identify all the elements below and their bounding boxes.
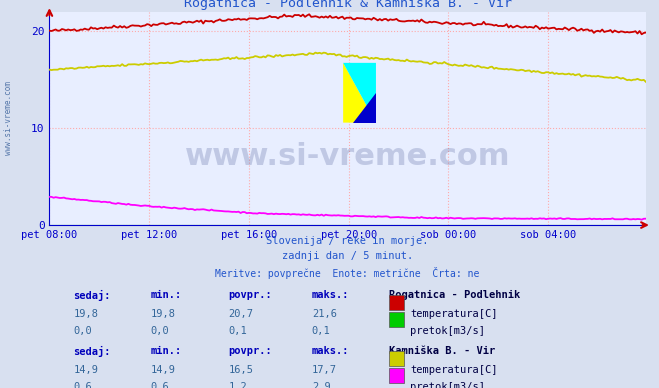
Text: min.:: min.: xyxy=(151,346,182,356)
Text: 14,9: 14,9 xyxy=(151,365,176,375)
Text: sedaj:: sedaj: xyxy=(73,290,111,301)
Text: Meritve: povprečne  Enote: metrične  Črta: ne: Meritve: povprečne Enote: metrične Črta:… xyxy=(215,267,480,279)
Text: 0,6: 0,6 xyxy=(151,382,169,388)
Text: min.:: min.: xyxy=(151,290,182,300)
Polygon shape xyxy=(343,63,376,123)
Text: 2,9: 2,9 xyxy=(312,382,331,388)
Bar xyxy=(389,351,404,366)
Text: pretok[m3/s]: pretok[m3/s] xyxy=(411,382,485,388)
Text: 14,9: 14,9 xyxy=(73,365,98,375)
Polygon shape xyxy=(343,63,376,123)
Polygon shape xyxy=(353,93,376,123)
Bar xyxy=(389,368,404,383)
Text: 0,0: 0,0 xyxy=(151,326,169,336)
Text: 21,6: 21,6 xyxy=(312,309,337,319)
Text: 0,6: 0,6 xyxy=(73,382,92,388)
Text: 16,5: 16,5 xyxy=(229,365,253,375)
Text: 20,7: 20,7 xyxy=(229,309,253,319)
Text: 0,1: 0,1 xyxy=(229,326,247,336)
Text: zadnji dan / 5 minut.: zadnji dan / 5 minut. xyxy=(282,251,413,262)
Text: temperatura[C]: temperatura[C] xyxy=(411,309,498,319)
Text: Kamniška B. - Vir: Kamniška B. - Vir xyxy=(389,346,496,356)
Text: povpr.:: povpr.: xyxy=(229,290,272,300)
Title: Rogatnica - Podlehnik & Kamniška B. - Vir: Rogatnica - Podlehnik & Kamniška B. - Vi… xyxy=(184,0,511,10)
Text: pretok[m3/s]: pretok[m3/s] xyxy=(411,326,485,336)
Text: Slovenija / reke in morje.: Slovenija / reke in morje. xyxy=(266,236,429,246)
Text: Rogatnica - Podlehnik: Rogatnica - Podlehnik xyxy=(389,290,521,300)
Text: maks.:: maks.: xyxy=(312,346,349,356)
Text: maks.:: maks.: xyxy=(312,290,349,300)
Text: www.si-vreme.com: www.si-vreme.com xyxy=(185,142,510,171)
Bar xyxy=(389,295,404,310)
Text: 17,7: 17,7 xyxy=(312,365,337,375)
Text: 19,8: 19,8 xyxy=(73,309,98,319)
Text: 0,0: 0,0 xyxy=(73,326,92,336)
Text: 1,2: 1,2 xyxy=(229,382,247,388)
Text: www.si-vreme.com: www.si-vreme.com xyxy=(4,81,13,155)
Text: povpr.:: povpr.: xyxy=(229,346,272,356)
Bar xyxy=(389,312,404,327)
Text: 0,1: 0,1 xyxy=(312,326,331,336)
Text: 19,8: 19,8 xyxy=(151,309,176,319)
Text: temperatura[C]: temperatura[C] xyxy=(411,365,498,375)
Text: sedaj:: sedaj: xyxy=(73,346,111,357)
